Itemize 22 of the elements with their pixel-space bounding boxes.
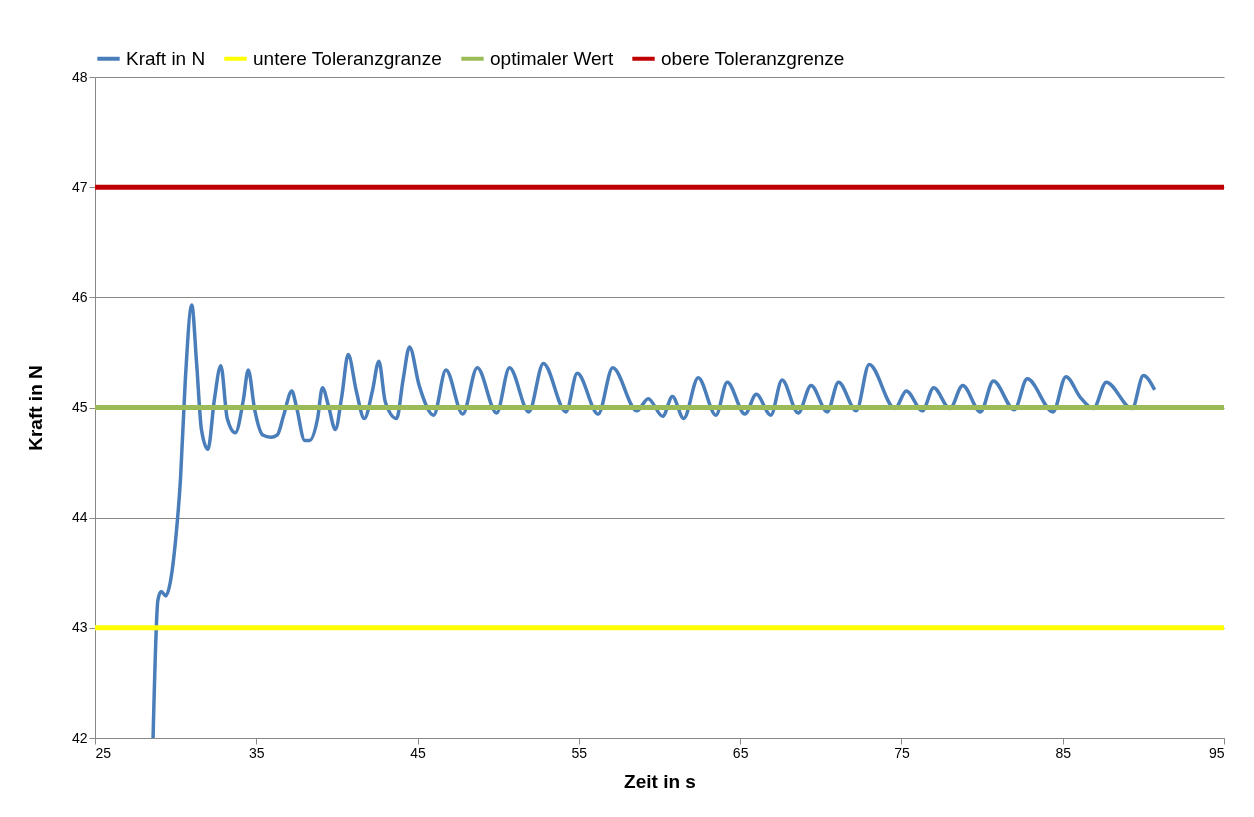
legend-label: Kraft in N: [126, 47, 206, 69]
legend-label: obere Toleranzgrenze: [661, 47, 845, 69]
line-series: [151, 303, 1157, 738]
y-tick-label: 47: [71, 178, 88, 195]
y-tick-label: 42: [71, 729, 88, 746]
x-tick-label: 65: [732, 744, 749, 761]
x-axis-title: Zeit in s: [624, 770, 696, 792]
y-tick-label: 46: [71, 288, 88, 305]
y-tick-label: 45: [71, 399, 88, 415]
x-tick-label: 45: [410, 744, 427, 761]
y-tick-label: 44: [71, 509, 88, 526]
x-tick-label: 25: [95, 744, 112, 761]
x-tick-label: 75: [894, 744, 910, 761]
y-tick-label: 48: [71, 68, 88, 85]
x-tick-label: 85: [1055, 744, 1072, 761]
x-tick-label: 35: [249, 744, 265, 761]
y-tick-label: 43: [71, 619, 88, 636]
legend-label: optimaler Wert: [490, 47, 614, 69]
y-axis-title: Kraft in N: [24, 365, 46, 451]
x-tick-label: 95: [1208, 744, 1225, 761]
legend-label: untere Toleranzgranze: [253, 47, 442, 69]
x-tick-label: 55: [571, 744, 588, 761]
